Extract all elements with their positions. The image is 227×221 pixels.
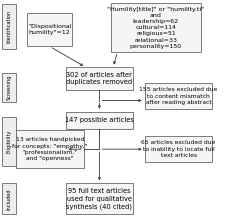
Text: 155 articles excluded due
to content mismatch
after reading abstract: 155 articles excluded due to content mis…	[139, 88, 217, 105]
Text: 13 articles handpicked
for concepts: "empathy,"
"professionalism,"
and "openness: 13 articles handpicked for concepts: "em…	[12, 137, 87, 161]
Text: 302 of articles after
duplicates removed: 302 of articles after duplicates removed	[66, 72, 132, 85]
Text: 95 full text articles
used for qualitative
synthesis (40 cited): 95 full text articles used for qualitati…	[66, 188, 132, 210]
Bar	[16, 130, 83, 168]
Bar	[2, 73, 16, 102]
Bar	[144, 83, 212, 109]
Text: Eligibility: Eligibility	[7, 130, 12, 153]
Text: 147 possible articles: 147 possible articles	[65, 117, 133, 124]
Text: "Humility[title]" or "humility.ti"
and
leadership=62
cultural=114
religious=51
r: "Humility[title]" or "humility.ti" and l…	[107, 7, 204, 49]
Bar	[2, 4, 16, 49]
Bar	[144, 136, 212, 162]
Text: Screening: Screening	[7, 75, 12, 100]
Text: Included: Included	[7, 188, 12, 210]
Bar	[27, 13, 72, 46]
Text: Identification: Identification	[7, 10, 12, 43]
Text: "Dispositional
humility"=12: "Dispositional humility"=12	[28, 24, 71, 35]
Bar	[2, 117, 16, 166]
Bar	[110, 3, 200, 52]
Bar	[65, 67, 133, 90]
Bar	[2, 183, 16, 214]
Text: 65 articles excluded due
to inability to locate full
text articles: 65 articles excluded due to inability to…	[141, 141, 215, 158]
Bar	[65, 183, 133, 214]
Bar	[65, 112, 133, 129]
